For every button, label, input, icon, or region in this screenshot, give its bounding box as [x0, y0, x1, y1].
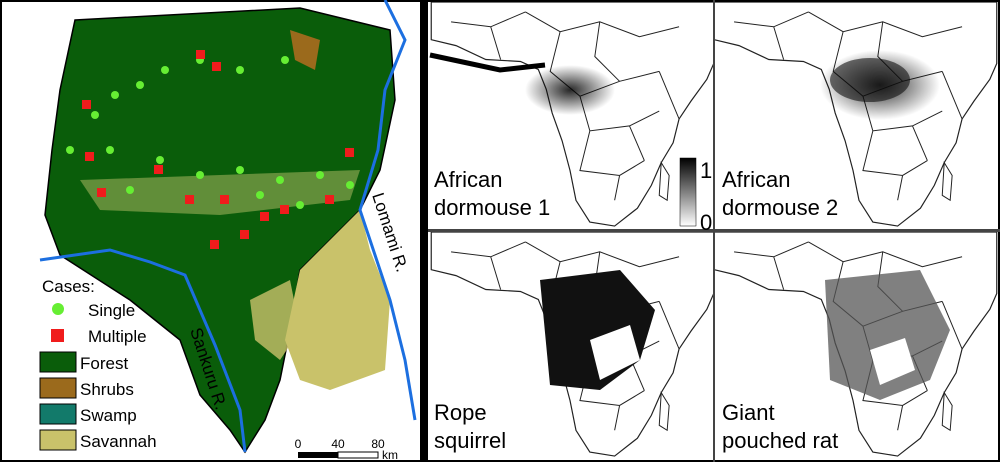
legend-swatch [39, 351, 77, 373]
panel-label: dormouse 2 [722, 195, 838, 220]
species-maps: African dormouse 1 African dormouse 2 Ro… [428, 0, 1000, 462]
colorbar [679, 157, 697, 227]
panel-label: squirrel [434, 428, 506, 453]
panel-label: African [434, 167, 502, 192]
panel-label: Rope [434, 400, 487, 425]
scale-unit: km [382, 448, 398, 462]
legend-label: Multiple [88, 327, 147, 346]
divider [420, 0, 428, 462]
legend-swatch [51, 329, 64, 342]
panel-label: pouched rat [722, 428, 838, 453]
panel-label: Giant [722, 400, 775, 425]
savannah-area [285, 210, 390, 390]
legend-swatch [39, 377, 77, 399]
legend-swatch [39, 403, 77, 425]
mixed-patch [80, 170, 360, 215]
legend-label: Shrubs [80, 380, 134, 399]
shrub-patch [290, 30, 320, 70]
scale-label: 0 [295, 437, 302, 451]
legend-swatch [39, 429, 77, 451]
legend-title: Cases: [42, 277, 95, 296]
region [44, 7, 396, 454]
legend-label: Forest [80, 354, 128, 373]
case-dots [66, 50, 354, 249]
panel-label: dormouse 1 [434, 195, 550, 220]
scale-label: 80 [371, 437, 385, 451]
left-map: Sankuru R. Lomami R. Cases: Single Multi… [39, 0, 417, 462]
colorbar-label: 1 [700, 158, 712, 183]
river [39, 248, 247, 453]
scale-label: 40 [331, 437, 345, 451]
river [358, 0, 417, 421]
savannah-area [250, 280, 300, 360]
scale-bar [337, 451, 379, 459]
legend-swatch [52, 303, 64, 315]
legend-label: Single [88, 301, 135, 320]
legend-label: Savannah [80, 432, 157, 451]
legend-label: Swamp [80, 406, 137, 425]
scale-bar [298, 452, 338, 458]
colorbar-label: 0 [700, 210, 712, 235]
panel-label: African [722, 167, 790, 192]
